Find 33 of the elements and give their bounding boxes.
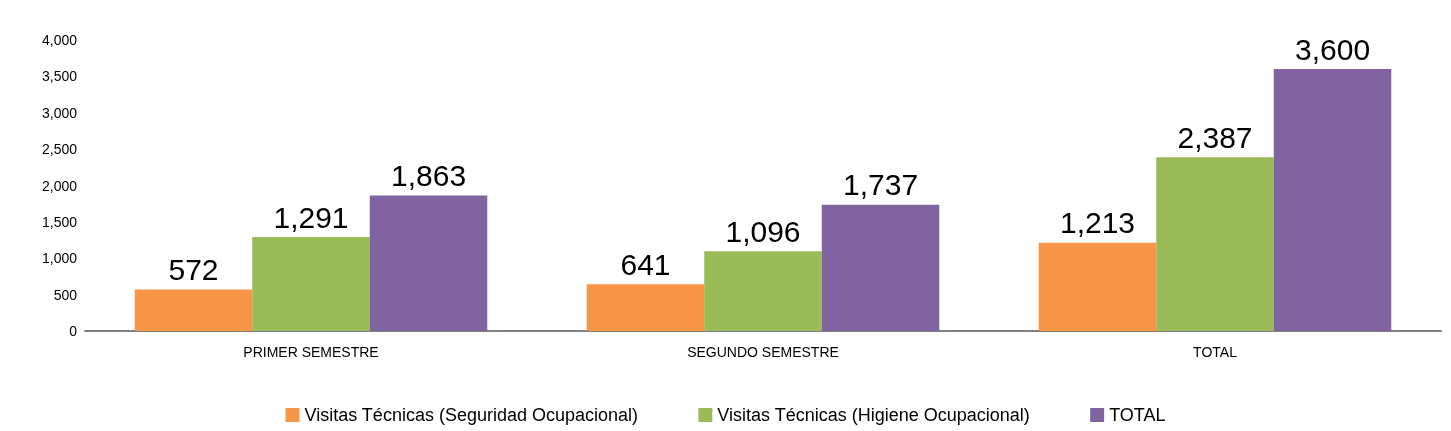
y-tick-label: 1,000 [41, 250, 78, 267]
bar [134, 289, 253, 331]
legend-label: Visitas Técnicas (Seguridad Ocupacional) [304, 405, 639, 425]
data-label: 1,737 [842, 168, 919, 202]
data-label: 641 [620, 247, 671, 281]
bar [1273, 69, 1392, 331]
legend-label: Visitas Técnicas (Higiene Ocupacional) [717, 405, 1030, 425]
data-label: 1,096 [725, 214, 801, 248]
y-tick-label: 1,500 [41, 213, 78, 230]
data-label: 1,291 [273, 200, 349, 234]
bar [1156, 157, 1274, 331]
data-label: 3,600 [1294, 32, 1371, 66]
y-tick-label: 4,000 [41, 32, 78, 48]
y-tick-label: 0 [69, 323, 78, 339]
y-tick-label: 3,000 [41, 104, 78, 121]
x-tick-label: PRIMER SEMESTRE [243, 344, 379, 360]
data-label: 572 [168, 252, 219, 286]
y-tick-label: 3,500 [41, 68, 78, 85]
bar [821, 204, 940, 331]
bar [252, 237, 370, 331]
data-label: 1,213 [1059, 206, 1136, 240]
bar [704, 251, 822, 331]
bar [586, 284, 705, 331]
bar [1038, 242, 1157, 331]
y-tick-label: 2,500 [41, 141, 78, 158]
y-tick-label: 500 [53, 286, 78, 303]
x-tick-label: TOTAL [1193, 344, 1238, 360]
data-label: 2,387 [1177, 120, 1253, 154]
y-tick-label: 2,000 [41, 177, 78, 194]
x-tick-label: SEGUNDO SEMESTRE [687, 344, 839, 360]
legend-label: TOTAL [1109, 405, 1166, 425]
bar [369, 195, 488, 331]
data-label: 1,863 [390, 158, 467, 192]
